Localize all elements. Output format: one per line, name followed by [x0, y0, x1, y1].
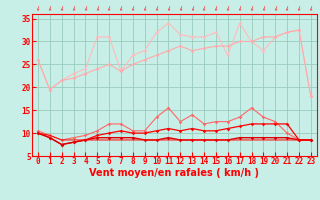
X-axis label: Vent moyen/en rafales ( km/h ): Vent moyen/en rafales ( km/h ) — [89, 168, 260, 178]
